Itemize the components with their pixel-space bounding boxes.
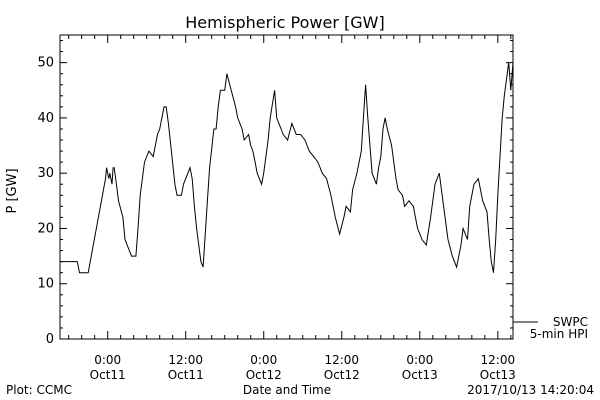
chart-title: Hemispheric Power [GW] bbox=[185, 13, 384, 32]
x-tick-label-date: Oct12 bbox=[246, 368, 282, 382]
legend-label: 5-min HPI bbox=[530, 327, 588, 341]
y-tick-label: 20 bbox=[37, 221, 54, 236]
footer-plot-credit: Plot: CCMC bbox=[6, 383, 72, 397]
y-axis-label: P [GW] bbox=[5, 168, 20, 213]
x-tick-label-time: 0:00 bbox=[250, 353, 277, 367]
x-tick-label-date: Oct11 bbox=[90, 368, 126, 382]
footer-timestamp: 2017/10/13 14:20:04 bbox=[467, 383, 594, 397]
x-tick-label-time: 0:00 bbox=[94, 353, 121, 367]
y-tick-label: 0 bbox=[46, 332, 54, 347]
y-tick-label: 40 bbox=[37, 111, 54, 126]
x-tick-label-date: Oct13 bbox=[480, 368, 516, 382]
x-tick-label-date: Oct13 bbox=[402, 368, 438, 382]
y-tick-label: 50 bbox=[37, 56, 54, 71]
x-axis-label: Date and Time bbox=[243, 383, 331, 397]
y-tick-label: 30 bbox=[37, 166, 54, 181]
legend-source: SWPC bbox=[553, 315, 588, 329]
x-tick-label-date: Oct11 bbox=[168, 368, 204, 382]
x-axis: 0:00Oct1112:00Oct110:00Oct1212:00Oct120:… bbox=[68, 35, 516, 382]
x-tick-label-time: 0:00 bbox=[406, 353, 433, 367]
x-tick-label-date: Oct12 bbox=[324, 368, 360, 382]
hpi-series-line bbox=[60, 62, 514, 274]
y-tick-label: 10 bbox=[37, 277, 54, 292]
plot-frame bbox=[59, 34, 514, 340]
x-tick-label-time: 12:00 bbox=[481, 353, 516, 367]
x-tick-label-time: 12:00 bbox=[324, 353, 359, 367]
x-tick-label-time: 12:00 bbox=[168, 353, 203, 367]
y-axis: 0 10 20 30 40 50 bbox=[37, 40, 513, 347]
